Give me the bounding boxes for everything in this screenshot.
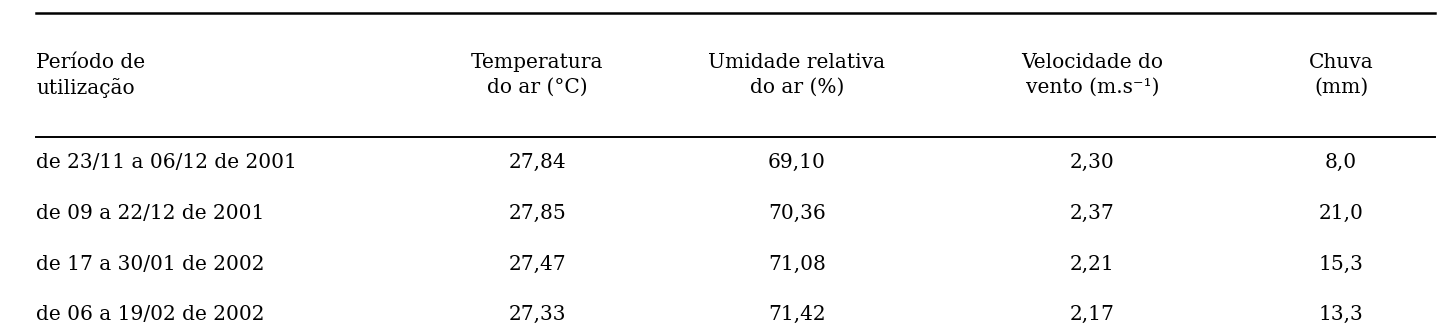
Text: de 09 a 22/12 de 2001: de 09 a 22/12 de 2001 (36, 204, 264, 223)
Text: 2,17: 2,17 (1070, 305, 1115, 324)
Text: de 06 a 19/02 de 2002: de 06 a 19/02 de 2002 (36, 305, 264, 324)
Text: 27,47: 27,47 (509, 254, 565, 274)
Text: 8,0: 8,0 (1325, 153, 1357, 172)
Text: 2,37: 2,37 (1070, 204, 1115, 223)
Text: Período de
utilização: Período de utilização (36, 53, 146, 98)
Text: 71,08: 71,08 (767, 254, 826, 274)
Text: Velocidade do
vento (m.s⁻¹): Velocidade do vento (m.s⁻¹) (1021, 53, 1164, 97)
Text: 69,10: 69,10 (767, 153, 826, 172)
Text: 13,3: 13,3 (1318, 305, 1364, 324)
Text: 27,33: 27,33 (509, 305, 565, 324)
Text: Temperatura
do ar (°C): Temperatura do ar (°C) (472, 53, 603, 97)
Text: 2,30: 2,30 (1070, 153, 1115, 172)
Text: 27,84: 27,84 (509, 153, 565, 172)
Text: 21,0: 21,0 (1318, 204, 1364, 223)
Text: Umidade relativa
do ar (%): Umidade relativa do ar (%) (708, 53, 885, 97)
Text: 70,36: 70,36 (767, 204, 826, 223)
Text: de 17 a 30/01 de 2002: de 17 a 30/01 de 2002 (36, 254, 264, 274)
Text: Chuva
(mm): Chuva (mm) (1309, 53, 1373, 97)
Text: 15,3: 15,3 (1318, 254, 1364, 274)
Text: 27,85: 27,85 (508, 204, 567, 223)
Text: 71,42: 71,42 (769, 305, 825, 324)
Text: de 23/11 a 06/12 de 2001: de 23/11 a 06/12 de 2001 (36, 153, 297, 172)
Text: 2,21: 2,21 (1070, 254, 1115, 274)
